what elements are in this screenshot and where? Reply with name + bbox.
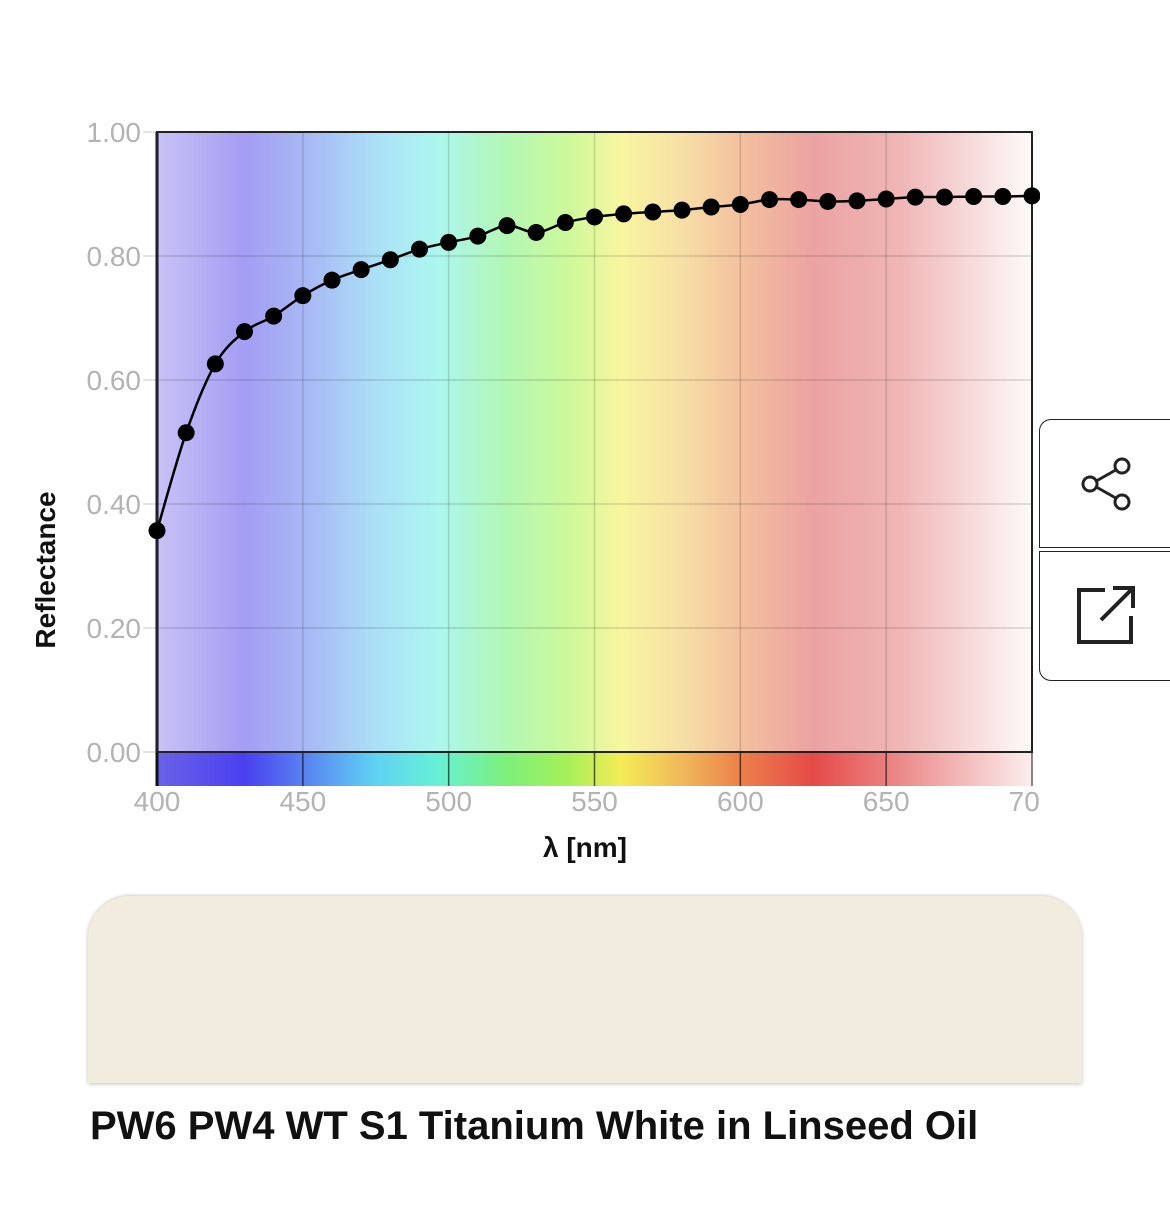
data-point xyxy=(644,203,662,221)
data-point xyxy=(936,188,953,206)
open-external-icon xyxy=(1077,586,1135,644)
data-point xyxy=(352,261,370,279)
data-point xyxy=(527,223,545,241)
data-point xyxy=(877,190,895,208)
data-point xyxy=(381,251,399,269)
y-axis-label: Reflectance xyxy=(30,491,61,648)
plot-frame xyxy=(156,131,1033,753)
y-tick-label: 1.00 xyxy=(87,117,142,148)
reflectance-chart: 0.00 0.20 0.40 0.60 0.80 1.00 400 450 500 550 600… xyxy=(30,117,1040,863)
data-point xyxy=(848,192,866,210)
data-point xyxy=(615,205,633,223)
data-point xyxy=(265,307,283,325)
x-tick-label: 650 xyxy=(863,786,910,817)
x-tick-label: 550 xyxy=(571,786,618,817)
x-tick-label: 400 xyxy=(134,786,181,817)
data-point xyxy=(177,424,195,442)
y-tick-label: 0.20 xyxy=(87,613,142,644)
data-point xyxy=(206,355,224,373)
x-tick-label: 450 xyxy=(279,786,326,817)
y-tick-label: 0.00 xyxy=(87,737,142,768)
data-point xyxy=(965,187,983,205)
data-point xyxy=(556,214,574,232)
data-point xyxy=(819,192,837,210)
x-tick-label: 700 xyxy=(1009,786,1040,817)
share-button[interactable] xyxy=(1039,419,1170,548)
data-point xyxy=(673,201,691,219)
data-point xyxy=(148,522,166,540)
y-tick-label: 0.80 xyxy=(87,241,142,272)
data-point xyxy=(790,191,808,209)
data-point xyxy=(440,233,458,251)
y-tick-label: 0.60 xyxy=(87,365,142,396)
data-point xyxy=(469,227,487,245)
data-point xyxy=(294,287,312,305)
y-tick-label: 0.40 xyxy=(87,489,142,520)
data-point xyxy=(761,191,778,209)
open-external-button[interactable] xyxy=(1039,551,1170,681)
data-point xyxy=(994,187,1012,205)
x-tick-label: 500 xyxy=(425,786,472,817)
x-axis-label: λ [nm] xyxy=(543,832,627,863)
data-point xyxy=(906,188,924,206)
data-point xyxy=(731,196,749,214)
data-point xyxy=(411,240,428,258)
paint-name: PW6 PW4 WT S1 Titanium White in Linseed … xyxy=(90,1104,979,1148)
data-point xyxy=(1023,187,1040,205)
paint-swatch xyxy=(88,895,1082,1083)
data-point xyxy=(323,271,341,289)
data-point xyxy=(498,217,516,235)
data-point xyxy=(236,323,253,341)
spectrum-background xyxy=(157,132,1032,752)
data-point xyxy=(702,198,720,216)
x-tick-label: 600 xyxy=(717,786,764,817)
data-point xyxy=(586,208,603,226)
share-icon xyxy=(1081,457,1131,510)
